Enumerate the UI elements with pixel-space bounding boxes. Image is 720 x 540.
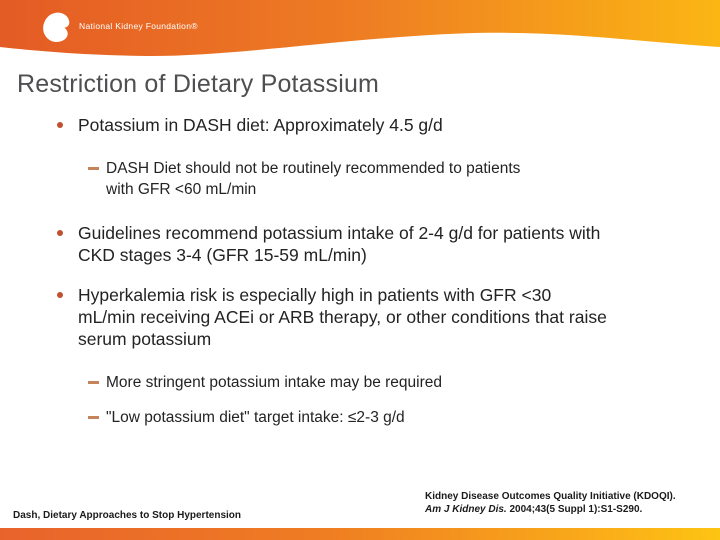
- sub-bullet-text: DASH Diet should not be routinely recomm…: [106, 160, 521, 198]
- bullet-text: Potassium in DASH diet: Approximately 4.…: [78, 115, 443, 135]
- bullet-text: Guidelines recommend potassium intake of…: [78, 223, 601, 265]
- bullet-text: Hyperkalemia risk is especially high in …: [78, 285, 607, 349]
- sub-bullet-item: More stringent potassium intake may be r…: [88, 372, 690, 393]
- footer-abbreviation-note: Dash, Dietary Approaches to Stop Hyperte…: [13, 510, 242, 521]
- citation-line2: Am J Kidney Dis. 2004;43(5 Suppl 1):S1-S…: [425, 503, 676, 516]
- sub-bullet-text: "Low potassium diet" target intake: ≤2-3…: [106, 409, 405, 426]
- dash-bullet-icon: [88, 416, 99, 419]
- dash-bullet-icon: [88, 167, 99, 170]
- sub-bullet-item: DASH Diet should not be routinely recomm…: [88, 158, 690, 200]
- bullet-item: Guidelines recommend potassium intake of…: [57, 222, 690, 266]
- citation-details: 2004;43(5 Suppl 1):S1-S290.: [506, 504, 643, 515]
- header-wave-banner: [0, 0, 720, 57]
- bullet-dot-icon: [57, 292, 63, 298]
- bullet-dot-icon: [57, 122, 63, 128]
- bullet-dot-icon: [57, 230, 63, 236]
- page-title: Restriction of Dietary Potassium: [17, 70, 380, 98]
- bottom-accent-bar: [0, 528, 720, 540]
- citation: Kidney Disease Outcomes Quality Initiati…: [425, 490, 676, 516]
- citation-journal: Am J Kidney Dis.: [425, 504, 507, 515]
- citation-line1: Kidney Disease Outcomes Quality Initiati…: [425, 491, 676, 502]
- logo-wordmark: National Kidney Foundation®: [79, 21, 198, 31]
- dash-bullet-icon: [88, 381, 99, 384]
- sub-bullet-item: "Low potassium diet" target intake: ≤2-3…: [88, 407, 690, 428]
- bullet-item: Potassium in DASH diet: Approximately 4.…: [57, 114, 690, 136]
- sub-bullet-text: More stringent potassium intake may be r…: [106, 374, 442, 391]
- kidney-logo-icon: [43, 12, 70, 42]
- bullet-list: Potassium in DASH diet: Approximately 4.…: [0, 114, 690, 428]
- bullet-item: Hyperkalemia risk is especially high in …: [57, 284, 690, 350]
